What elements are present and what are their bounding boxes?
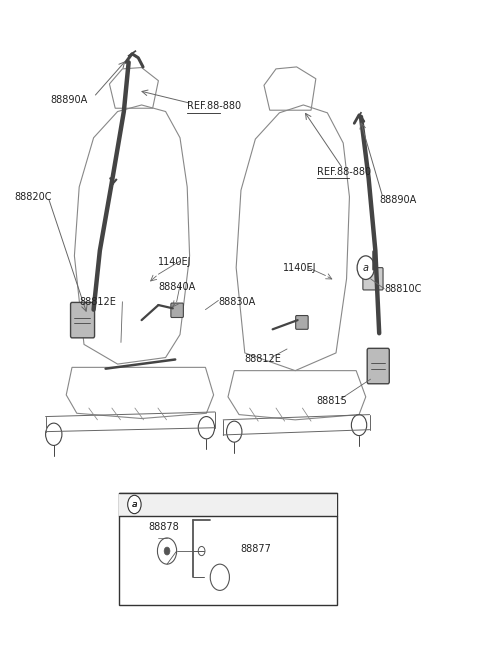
Text: 88815: 88815 [317,396,348,407]
Text: 1140EJ: 1140EJ [283,262,317,273]
Text: 88878: 88878 [149,522,180,533]
Text: 88890A: 88890A [50,94,88,105]
Text: REF.88-880: REF.88-880 [317,167,371,177]
Circle shape [164,547,170,555]
Text: a: a [132,500,137,509]
FancyBboxPatch shape [119,493,337,605]
Text: 88812E: 88812E [245,354,282,365]
FancyBboxPatch shape [367,348,389,384]
FancyBboxPatch shape [171,303,183,318]
Text: a: a [363,262,369,273]
Text: 1140EJ: 1140EJ [158,257,192,268]
Text: 88830A: 88830A [218,297,256,307]
FancyBboxPatch shape [296,316,308,329]
Text: REF.88-880: REF.88-880 [187,101,241,112]
FancyBboxPatch shape [363,268,383,290]
FancyBboxPatch shape [119,493,337,516]
FancyBboxPatch shape [71,302,95,338]
Text: 88877: 88877 [240,544,271,554]
Text: 88890A: 88890A [379,195,417,205]
Text: 88810C: 88810C [384,283,421,294]
Text: 88820C: 88820C [14,192,52,202]
Text: 88812E: 88812E [79,297,116,307]
Circle shape [357,256,374,279]
Text: 88840A: 88840A [158,281,196,292]
Text: a: a [132,500,137,509]
Circle shape [128,495,141,514]
